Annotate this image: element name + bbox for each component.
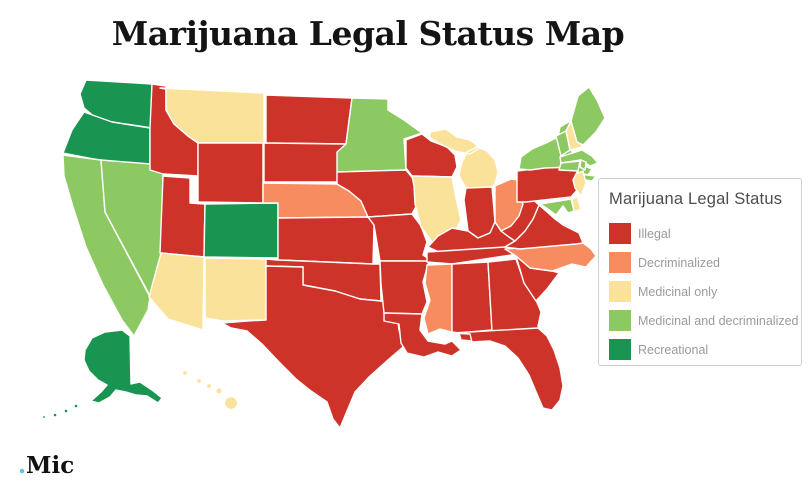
legend-label: Illegal — [638, 226, 671, 241]
page-title: Marijuana Legal Status Map — [111, 14, 625, 53]
legend-label: Medicinal only — [638, 284, 718, 299]
state-kansas[interactable] — [277, 216, 375, 265]
state-louisiana[interactable] — [383, 312, 462, 358]
legend-label: Recreational — [638, 342, 709, 357]
mic-logo-text: Mic — [26, 452, 75, 479]
state-south-dakota[interactable] — [263, 142, 347, 183]
state-rhode-island[interactable] — [579, 159, 587, 171]
state-mississippi[interactable] — [423, 263, 453, 335]
recreational-swatch — [609, 339, 631, 360]
state-indiana[interactable] — [463, 186, 496, 239]
state-wyoming[interactable] — [197, 142, 264, 204]
state-arkansas[interactable] — [379, 260, 430, 315]
legend-item-medicinal-only: Medicinal only — [609, 281, 791, 302]
state-colorado[interactable] — [203, 202, 279, 259]
state-delaware[interactable] — [571, 195, 582, 213]
state-montana[interactable] — [159, 87, 265, 144]
state-wisconsin[interactable] — [405, 133, 458, 178]
state-michigan[interactable] — [429, 128, 499, 190]
legend-item-illegal: Illegal — [609, 223, 791, 244]
state-maine[interactable] — [570, 86, 606, 146]
legend-item-decriminalized: Decriminalized — [609, 252, 791, 273]
state-minnesota[interactable] — [336, 97, 423, 173]
legend-title: Marijuana Legal Status — [609, 190, 783, 208]
state-texas[interactable] — [221, 265, 404, 429]
states-layer — [41, 79, 606, 429]
legend-item-recreational: Recreational — [609, 339, 791, 360]
medicinal-and-decriminalized-swatch — [609, 310, 631, 331]
state-arizona[interactable] — [148, 252, 205, 331]
legend-label: Medicinal and decriminalized — [638, 313, 799, 328]
legend-item-medicinal-and-decriminalized: Medicinal and decriminalized — [609, 310, 799, 331]
legend-label: Decriminalized — [638, 255, 720, 270]
mic-logo-dot: . — [18, 452, 27, 479]
illegal-swatch — [609, 223, 631, 244]
state-new-jersey[interactable] — [572, 170, 587, 197]
mic-logo: .Mic — [18, 452, 74, 479]
state-alabama[interactable] — [451, 261, 493, 342]
state-north-dakota[interactable] — [265, 94, 353, 145]
decriminalized-swatch — [609, 252, 631, 273]
medicinal-only-swatch — [609, 281, 631, 302]
legend: Marijuana Legal Status Illegal Decrimina… — [598, 178, 802, 366]
state-florida[interactable] — [451, 327, 564, 411]
state-hawaii[interactable] — [181, 369, 239, 411]
state-connecticut[interactable] — [558, 160, 581, 172]
state-new-mexico[interactable] — [204, 257, 267, 322]
state-alaska[interactable] — [41, 329, 163, 420]
